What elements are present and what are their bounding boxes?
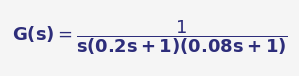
Text: $\mathbf{G(s)} = \dfrac{1}{\mathbf{s(0.2s+1)(0.08s+1)}}$: $\mathbf{G(s)} = \dfrac{1}{\mathbf{s(0.2… xyxy=(12,19,287,57)
